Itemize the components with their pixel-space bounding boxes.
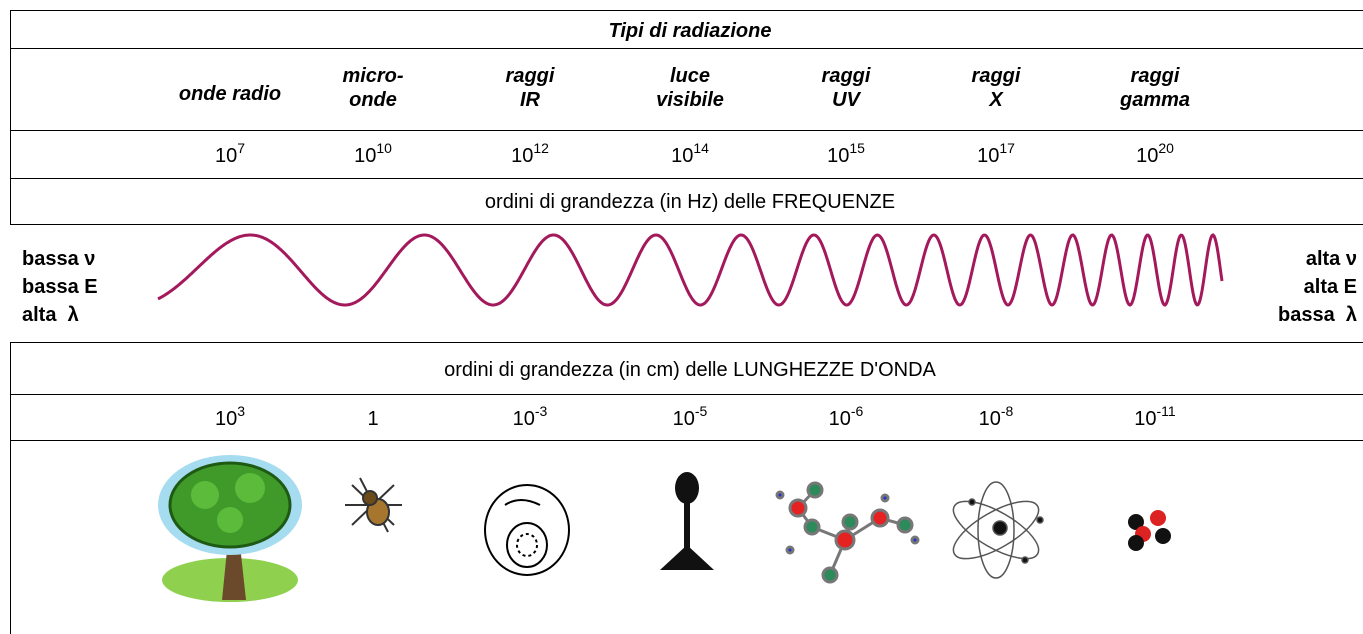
power-exponent: 12 — [533, 140, 549, 156]
power-exponent: -3 — [535, 403, 548, 419]
type-label: X — [988, 89, 1004, 111]
right-label: bassa λ — [1278, 304, 1357, 326]
power-exponent: -11 — [1157, 403, 1176, 419]
power-base: 10 — [215, 408, 237, 430]
power-base: 10 — [1134, 408, 1156, 430]
power-label: 10-3 — [513, 403, 548, 430]
power-label: 1012 — [511, 140, 549, 167]
power-exponent: 7 — [237, 140, 245, 156]
cell-icon — [484, 484, 570, 576]
molecule-icon — [775, 481, 920, 584]
power-label: 10-11 — [1134, 403, 1176, 430]
power-label: 1014 — [671, 140, 709, 167]
wavelength-caption: ordini di grandezza (in cm) delle LUNGHE… — [444, 359, 936, 381]
right-label: alta E — [1304, 276, 1357, 298]
type-label: raggi — [822, 65, 871, 87]
type-label: micro- — [342, 65, 403, 87]
power-base: 10 — [1136, 145, 1158, 167]
spider-icon — [345, 477, 402, 533]
left-label: bassa ν — [22, 248, 95, 270]
power-label: 103 — [215, 403, 245, 430]
wave — [157, 233, 1224, 307]
power-base: 10 — [979, 408, 1001, 430]
power-base: 10 — [827, 145, 849, 167]
frequency-caption: ordini di grandezza (in Hz) delle FREQUE… — [485, 191, 895, 213]
power-exponent: 17 — [999, 140, 1015, 156]
power-exponent: 10 — [376, 140, 392, 156]
table-borders — [10, 10, 1363, 634]
power-base: 10 — [829, 408, 851, 430]
power-exponent: -5 — [695, 403, 708, 419]
power-label: 107 — [215, 140, 245, 167]
type-label: gamma — [1119, 89, 1190, 111]
power-exponent: 14 — [693, 140, 709, 156]
power-base: 10 — [671, 145, 693, 167]
power-base: 10 — [215, 145, 237, 167]
power-label: 10-5 — [673, 403, 708, 430]
power-exponent: 3 — [237, 403, 245, 419]
power-exponent: -6 — [851, 403, 864, 419]
power-base: 10 — [513, 408, 535, 430]
type-label: IR — [520, 89, 541, 111]
type-label: luce — [670, 65, 710, 87]
power-label: 1020 — [1136, 140, 1174, 167]
virus-icon — [660, 472, 714, 570]
left-label: alta λ — [22, 304, 79, 326]
type-label: visibile — [656, 89, 724, 111]
power-label: 1010 — [354, 140, 392, 167]
tree-icon — [158, 455, 302, 602]
type-label: onde — [349, 89, 397, 111]
power-label: 1 — [367, 408, 378, 430]
type-label: raggi — [972, 65, 1021, 87]
type-label: UV — [832, 89, 861, 111]
power-label: 10-8 — [979, 403, 1014, 430]
power-exponent: -8 — [1001, 403, 1014, 419]
type-label: raggi — [506, 65, 555, 87]
power-base: 10 — [511, 145, 533, 167]
power-base: 10 — [977, 145, 999, 167]
power-base: 10 — [673, 408, 695, 430]
power-label: 10-6 — [829, 403, 864, 430]
type-label: raggi — [1131, 65, 1180, 87]
right-label: alta ν — [1306, 248, 1357, 270]
atom-icon — [952, 481, 1044, 579]
power-exponent: 15 — [849, 140, 865, 156]
power-base: 1 — [367, 408, 378, 430]
power-label: 1017 — [977, 140, 1015, 167]
left-label: bassa E — [22, 276, 98, 298]
power-exponent: 20 — [1158, 140, 1174, 156]
nucleus-icon — [1128, 510, 1171, 551]
type-label: onde radio — [179, 83, 281, 105]
power-label: 1015 — [827, 140, 865, 167]
power-base: 10 — [354, 145, 376, 167]
title: Tipi di radiazione — [609, 20, 772, 42]
